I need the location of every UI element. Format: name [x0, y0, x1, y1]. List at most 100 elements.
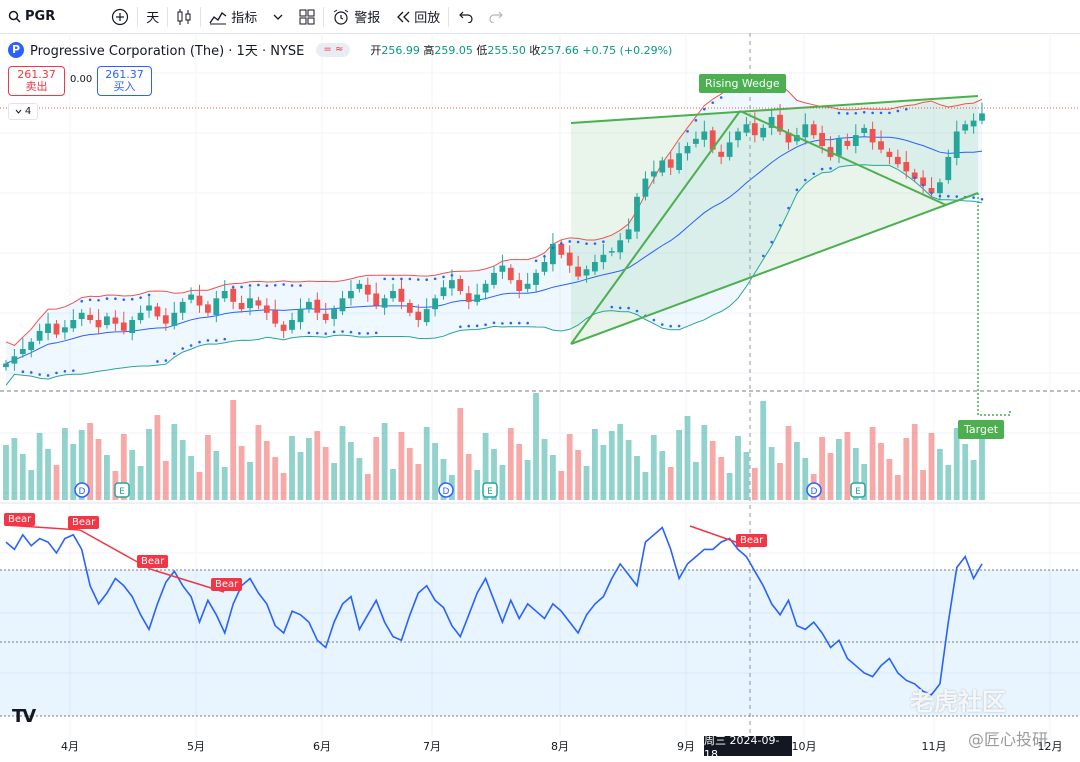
candle-body	[836, 138, 842, 156]
sar-dot	[383, 277, 386, 281]
indicators-collapse-button[interactable]: 4	[8, 103, 38, 120]
sar-dot	[400, 277, 403, 281]
candle-body	[11, 356, 18, 364]
compare-button[interactable]	[103, 0, 137, 33]
target-label[interactable]: Target	[958, 420, 1005, 439]
earnings-marker[interactable]: E	[850, 482, 866, 498]
sar-dot	[602, 240, 605, 243]
sar-dot	[475, 324, 479, 328]
earnings-marker[interactable]: E	[482, 482, 498, 498]
sar-dot	[290, 284, 294, 287]
rsi-background	[0, 570, 1080, 716]
sar-dot	[694, 119, 698, 122]
volume-bar	[751, 468, 758, 500]
sar-dot	[551, 246, 555, 250]
tradingview-logo[interactable]: TV	[12, 706, 36, 727]
volume-bar	[289, 436, 295, 500]
compare-pill[interactable]: = ≈	[316, 42, 351, 57]
volume-bar	[188, 456, 194, 500]
candle-body	[154, 306, 161, 317]
wedge-upper-line[interactable]	[570, 95, 979, 124]
volume-bar	[137, 466, 144, 500]
sar-dot	[282, 283, 285, 286]
time-axis-label: 4月	[61, 740, 79, 753]
sar-dot	[627, 306, 630, 310]
dividend-marker[interactable]: D	[74, 482, 90, 498]
sar-dot	[501, 322, 504, 325]
volume-bar	[768, 447, 775, 500]
time-axis-label: 6月	[313, 740, 331, 753]
spread-value: 0.00	[70, 74, 93, 85]
candle-body	[322, 313, 329, 320]
sell-button[interactable]: 261.37 卖出	[8, 66, 65, 96]
bear-label[interactable]: Bear	[211, 578, 243, 591]
candle-body	[104, 316, 110, 326]
chart-type-button[interactable]	[168, 0, 200, 33]
chevron-down-icon	[273, 14, 283, 20]
candle-body	[339, 298, 346, 312]
sar-dot	[391, 277, 395, 281]
volume-bar	[213, 451, 220, 500]
buy-button[interactable]: 261.37 买入	[97, 66, 152, 96]
replay-button[interactable]: 回放	[388, 0, 448, 33]
volume-bar	[634, 456, 640, 500]
volume-bar	[162, 461, 169, 500]
sar-dot	[97, 298, 100, 302]
candle-body	[188, 294, 194, 300]
dividend-marker[interactable]: D	[438, 482, 454, 498]
sar-dot	[408, 277, 412, 281]
sar-dot	[560, 242, 563, 245]
sar-dot	[509, 321, 513, 325]
alarm-clock-icon	[333, 9, 349, 25]
redo-button[interactable]	[481, 0, 513, 33]
volume-bar	[507, 428, 514, 500]
bear-label[interactable]: Bear	[736, 534, 768, 547]
earnings-icon	[482, 482, 498, 498]
dividend-label: D	[811, 487, 818, 497]
volume-bar	[381, 423, 388, 500]
volume-bar	[406, 448, 413, 500]
open-value: 256.99	[381, 43, 420, 57]
symbol-title[interactable]: Progressive Corporation (The) · 1天 · NYS…	[30, 44, 305, 59]
undo-button[interactable]	[449, 0, 481, 33]
sar-dot	[358, 332, 361, 335]
volume-bar	[625, 440, 632, 500]
sar-dot	[820, 167, 824, 171]
earnings-marker[interactable]: E	[114, 482, 130, 498]
time-axis-label: 10月	[791, 740, 817, 753]
sar-dot	[660, 323, 664, 326]
sell-price: 261.37	[17, 68, 56, 81]
sar-dot	[467, 324, 471, 328]
dividend-marker[interactable]: D	[806, 482, 822, 498]
candle-body	[406, 303, 413, 313]
symbol-search[interactable]: PGR	[0, 0, 63, 33]
candle-body	[95, 320, 102, 328]
indicators-dropdown[interactable]	[265, 0, 291, 33]
rewind-icon	[397, 11, 410, 22]
wedge-inner-line-1[interactable]	[570, 110, 741, 345]
candle-body	[550, 243, 556, 265]
volume-bar	[331, 463, 337, 500]
sar-dot	[206, 339, 210, 342]
bear-label[interactable]: Bear	[137, 555, 169, 568]
sar-dot	[492, 321, 496, 325]
sar-dot	[618, 306, 622, 310]
interval-button[interactable]: 天	[138, 0, 167, 33]
layout-button[interactable]	[291, 0, 323, 33]
wedge-lower-line[interactable]	[570, 192, 979, 345]
indicators-button[interactable]: 指标	[201, 0, 265, 33]
sar-dot	[652, 318, 656, 322]
sar-dot	[862, 111, 866, 114]
bear-label[interactable]: Bear	[4, 513, 36, 526]
volume-bar	[869, 427, 876, 500]
sar-dot	[610, 305, 614, 309]
undo-icon	[459, 11, 473, 23]
divider	[448, 6, 450, 27]
rising-wedge-label[interactable]: Rising Wedge	[699, 74, 786, 93]
candle-body	[794, 135, 800, 142]
bear-label[interactable]: Bear	[68, 516, 100, 529]
indicators-icon	[209, 11, 227, 24]
alert-button[interactable]: 警报	[324, 0, 388, 33]
wedge-inner-line-2[interactable]	[739, 110, 947, 206]
